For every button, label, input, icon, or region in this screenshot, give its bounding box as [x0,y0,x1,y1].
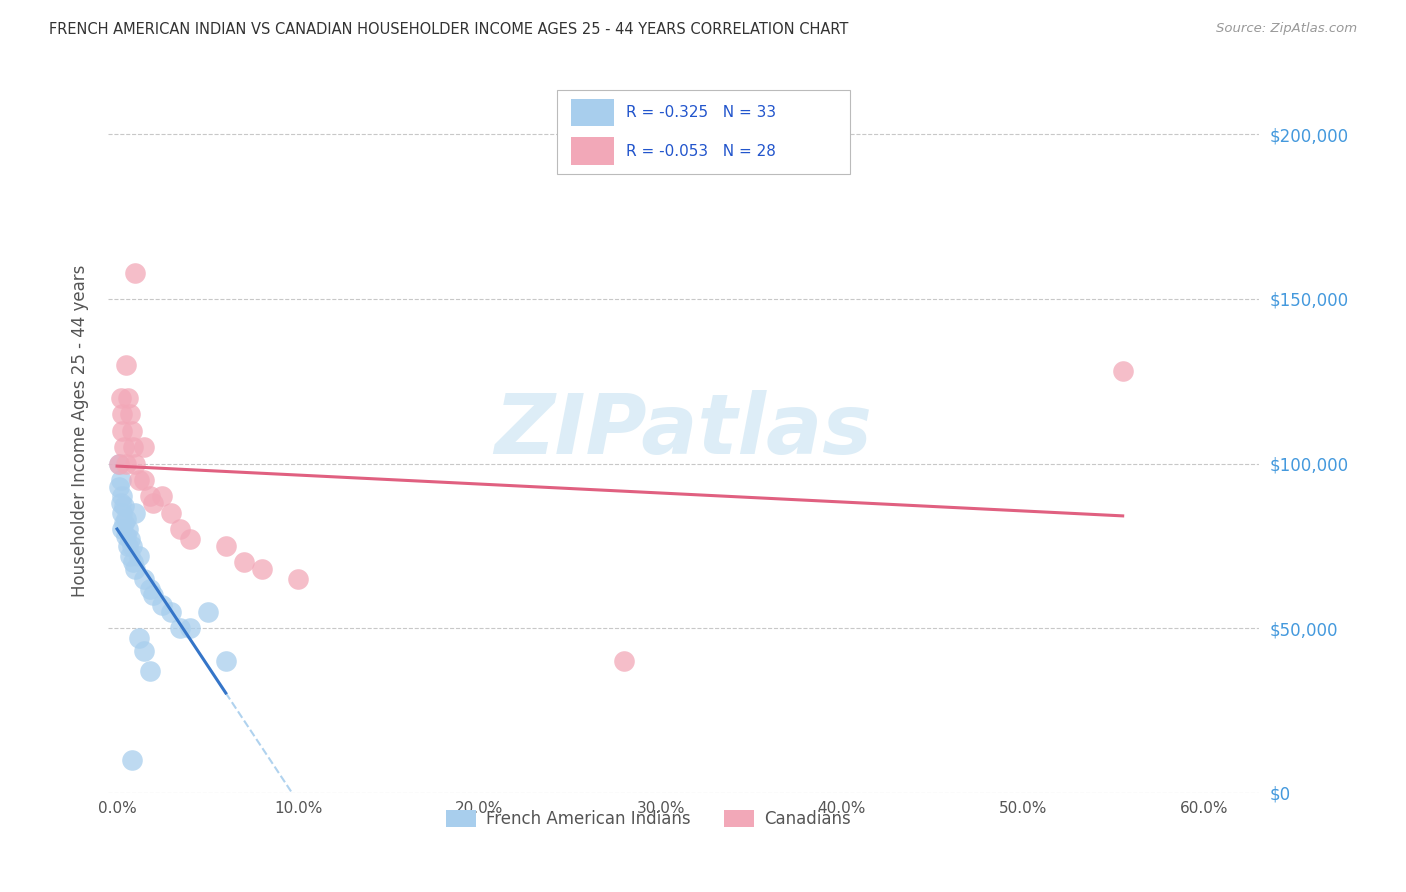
Point [232,555,254,569]
Point [124,457,146,471]
Point [111,522,134,536]
Point [128,631,150,645]
Point [613,654,636,668]
Point [179,621,201,635]
Point [215,539,238,553]
Bar [571,137,614,165]
FancyBboxPatch shape [557,90,851,174]
Point [128,473,150,487]
Point [169,522,191,536]
Point [138,582,160,596]
Point [124,562,146,576]
Point [160,506,183,520]
Point [134,440,156,454]
Point [150,598,173,612]
Text: R = -0.053   N = 28: R = -0.053 N = 28 [626,144,776,159]
Point [134,473,156,487]
Y-axis label: Householder Income Ages 25 - 44 years: Householder Income Ages 25 - 44 years [72,264,89,597]
Point [124,506,146,520]
Point [111,506,134,520]
Point [118,532,141,546]
Point [134,644,156,658]
Point [111,490,134,504]
Point [169,621,191,635]
Point [112,440,135,454]
Point [115,457,138,471]
Text: R = -0.325   N = 33: R = -0.325 N = 33 [626,105,776,120]
Point [121,424,143,438]
Point [160,605,183,619]
Point [108,457,131,471]
Point [118,407,141,421]
Point [111,407,134,421]
Point [117,539,139,553]
Point [112,500,135,514]
Point [112,516,135,530]
Point [110,473,132,487]
Point [117,522,139,536]
Point [122,440,145,454]
Point [110,391,132,405]
Text: FRENCH AMERICAN INDIAN VS CANADIAN HOUSEHOLDER INCOME AGES 25 - 44 YEARS CORRELA: FRENCH AMERICAN INDIAN VS CANADIAN HOUSE… [49,22,849,37]
Point [108,479,131,493]
Point [250,562,273,576]
Text: ZIPatlas: ZIPatlas [495,390,872,471]
Point [197,605,219,619]
Point [117,391,139,405]
Bar [571,99,614,127]
Point [142,496,165,510]
Point [134,572,156,586]
Point [138,490,160,504]
Point [121,539,143,553]
Point [118,549,141,563]
Point [111,424,134,438]
Point [179,532,201,546]
Point [124,266,146,280]
Point [138,664,160,678]
Point [122,555,145,569]
Point [121,753,143,767]
Point [142,588,165,602]
Point [110,496,132,510]
Point [108,457,131,471]
Point [115,529,138,543]
Point [1111,364,1133,378]
Legend: French American Indians, Canadians: French American Indians, Canadians [440,804,858,835]
Point [115,512,138,526]
Point [287,572,309,586]
Point [150,490,173,504]
Point [115,358,138,372]
Point [215,654,238,668]
Point [128,549,150,563]
Text: Source: ZipAtlas.com: Source: ZipAtlas.com [1216,22,1357,36]
